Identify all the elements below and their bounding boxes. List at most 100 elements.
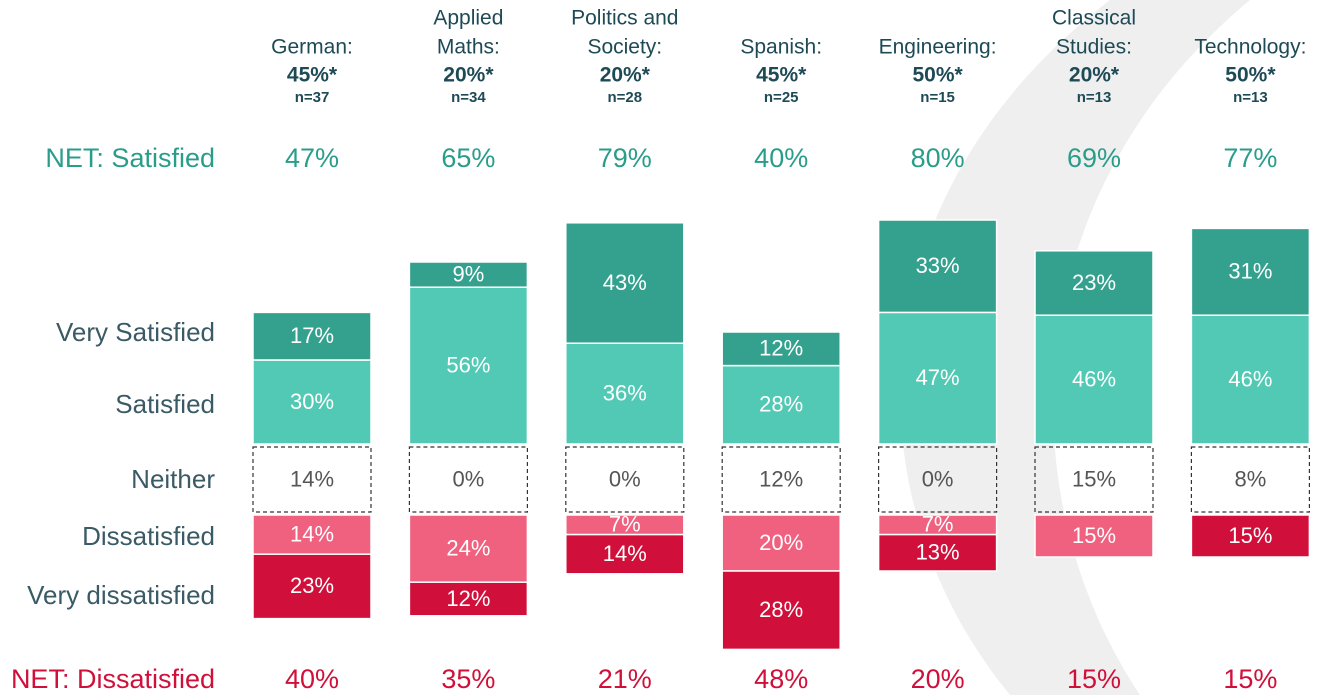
category-label: Studies:: [1056, 36, 1132, 59]
row-label: Very dissatisfied: [27, 580, 215, 610]
bar-segment: [1190, 314, 1311, 445]
bar-segment: [1034, 314, 1154, 445]
bar-segment: [408, 514, 529, 583]
net-dissatisfied-value: 15%: [1067, 664, 1121, 694]
value-label: 12%: [759, 336, 803, 361]
bar-segment: [721, 514, 841, 572]
sample-size: n=34: [451, 89, 486, 106]
net-dissatisfied-value: 20%: [911, 664, 965, 694]
value-label: 23%: [1072, 270, 1116, 295]
benchmark: 45%*: [287, 64, 338, 87]
bar-segment: [408, 261, 529, 288]
net-dissatisfied-value: 21%: [598, 664, 652, 694]
category-label: Politics and: [571, 7, 678, 30]
category-label: Maths:: [437, 36, 500, 59]
bar-segment: [408, 581, 529, 617]
neither-box: [565, 446, 685, 513]
sample-size: n=25: [764, 89, 799, 106]
bar-segment: [252, 553, 372, 620]
bar-segment: [721, 570, 841, 651]
neither-box: [252, 446, 372, 513]
bar-segment: [877, 311, 998, 445]
neither-box: [721, 446, 841, 513]
net-dissatisfied-label: NET: Dissatisfied: [11, 664, 215, 694]
value-label: 14%: [290, 466, 334, 491]
value-label: 12%: [446, 586, 490, 611]
bar-segment: [721, 331, 841, 367]
value-label: 0%: [609, 466, 641, 491]
net-satisfied-value: 79%: [598, 143, 652, 173]
category-label: German:: [271, 36, 353, 59]
value-label: 31%: [1228, 259, 1272, 284]
net-satisfied-value: 47%: [285, 143, 339, 173]
category-label: Applied: [433, 7, 503, 30]
bar-segment: [1034, 250, 1154, 316]
sample-size: n=13: [1077, 89, 1112, 106]
value-label: 46%: [1072, 366, 1116, 391]
row-label: Dissatisfied: [82, 521, 215, 551]
sample-size: n=37: [295, 89, 330, 106]
bar-segment: [1034, 514, 1154, 558]
category-label: Engineering:: [879, 36, 997, 59]
value-label: 15%: [1228, 523, 1272, 548]
value-label: 30%: [290, 389, 334, 414]
value-label: 24%: [446, 535, 490, 560]
net-dissatisfied-value: 15%: [1223, 664, 1277, 694]
net-dissatisfied-value: 48%: [754, 664, 808, 694]
net-dissatisfied-value: 40%: [285, 664, 339, 694]
value-label: 46%: [1228, 366, 1272, 391]
value-label: 15%: [1072, 523, 1116, 548]
benchmark: 20%*: [1069, 64, 1120, 87]
sample-size: n=28: [607, 89, 642, 106]
value-label: 7%: [609, 512, 641, 537]
value-label: 8%: [1235, 466, 1267, 491]
net-dissatisfied-value: 35%: [441, 664, 495, 694]
value-label: 28%: [759, 597, 803, 622]
value-label: 47%: [916, 365, 960, 390]
neither-box: [1190, 446, 1311, 513]
value-label: 14%: [290, 521, 334, 546]
value-label: 43%: [603, 270, 647, 295]
value-label: 36%: [603, 380, 647, 405]
net-satisfied-value: 65%: [441, 143, 495, 173]
category-label: Classical: [1052, 7, 1136, 30]
row-label: Satisfied: [115, 389, 215, 419]
bar-segment: [252, 311, 372, 361]
neither-box: [877, 446, 998, 513]
net-satisfied-value: 69%: [1067, 143, 1121, 173]
bar-segment: [877, 533, 998, 572]
value-label: 13%: [916, 540, 960, 565]
row-label: Neither: [131, 464, 215, 494]
bar-segment: [565, 533, 685, 575]
benchmark: 20%*: [600, 64, 651, 87]
value-label: 0%: [922, 466, 954, 491]
net-satisfied-value: 40%: [754, 143, 808, 173]
value-label: 0%: [453, 466, 485, 491]
row-label: Very Satisfied: [56, 317, 215, 347]
benchmark: 50%*: [912, 64, 963, 87]
bar-segment: [1190, 227, 1311, 316]
value-label: 12%: [759, 466, 803, 491]
category-label: Technology:: [1194, 36, 1306, 59]
bar-segment: [252, 514, 372, 555]
value-label: 7%: [922, 512, 954, 537]
value-label: 20%: [759, 530, 803, 555]
net-satisfied-value: 77%: [1223, 143, 1277, 173]
benchmark: 20%*: [443, 64, 494, 87]
bar-segment: [877, 219, 998, 314]
value-label: 23%: [290, 573, 334, 598]
sample-size: n=15: [920, 89, 955, 106]
value-label: 9%: [453, 261, 485, 286]
value-label: 15%: [1072, 466, 1116, 491]
value-label: 28%: [759, 392, 803, 417]
category-label: Spanish:: [740, 36, 822, 59]
net-satisfied-value: 80%: [911, 143, 965, 173]
value-label: 33%: [916, 253, 960, 278]
sample-size: n=13: [1233, 89, 1268, 106]
net-satisfied-label: NET: Satisfied: [45, 143, 215, 173]
bar-segment: [565, 222, 685, 344]
neither-box: [1034, 446, 1154, 513]
bar-segment: [1190, 514, 1311, 558]
benchmark: 45%*: [756, 64, 807, 87]
